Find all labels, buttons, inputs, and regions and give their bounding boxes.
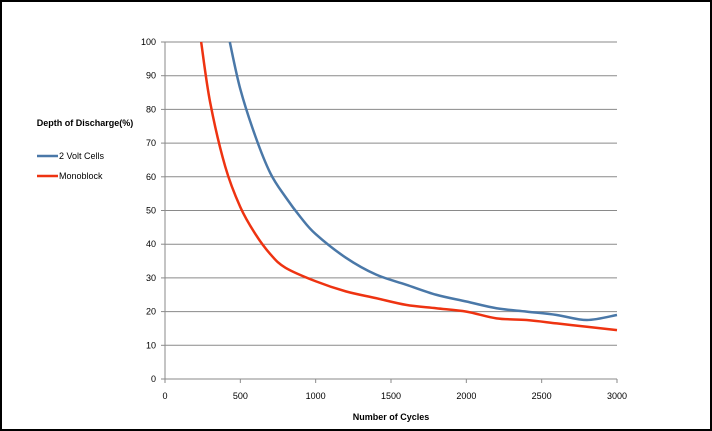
y-tick-label-90: 90 <box>146 71 156 81</box>
y-tick-label-100: 100 <box>141 37 156 47</box>
y-tick-label-10: 10 <box>146 340 156 350</box>
x-tick-label-3000: 3000 <box>607 391 627 401</box>
y-tick-label-70: 70 <box>146 138 156 148</box>
series-line-2-volt-cells <box>228 41 618 322</box>
x-tick-label-1000: 1000 <box>306 391 326 401</box>
y-axis-title: Depth of Discharge(%) <box>37 118 134 128</box>
y-tick-label-0: 0 <box>151 374 156 384</box>
legend: 2 Volt Cells Monoblock <box>37 151 105 181</box>
y-tick-labels: 0 10 20 30 40 50 60 70 80 90 100 <box>141 37 165 384</box>
x-tick-labels: 0 500 1000 1500 2000 2500 3000 <box>162 379 627 401</box>
y-tick-label-30: 30 <box>146 273 156 283</box>
series-line-monoblock <box>199 41 618 332</box>
legend-label-2-volt-cells: 2 Volt Cells <box>59 151 105 161</box>
y-tick-label-80: 80 <box>146 104 156 114</box>
y-tick-label-50: 50 <box>146 206 156 216</box>
legend-label-monoblock: Monoblock <box>59 171 103 181</box>
x-tick-label-500: 500 <box>233 391 248 401</box>
x-axis-title: Number of Cycles <box>353 412 430 422</box>
y-tick-label-40: 40 <box>146 239 156 249</box>
x-tick-label-2500: 2500 <box>532 391 552 401</box>
x-tick-label-0: 0 <box>162 391 167 401</box>
y-tick-label-60: 60 <box>146 172 156 182</box>
x-tick-label-1500: 1500 <box>381 391 401 401</box>
y-tick-label-20: 20 <box>146 307 156 317</box>
gridlines <box>165 41 617 346</box>
series-lines <box>199 41 618 332</box>
x-tick-label-2000: 2000 <box>456 391 476 401</box>
